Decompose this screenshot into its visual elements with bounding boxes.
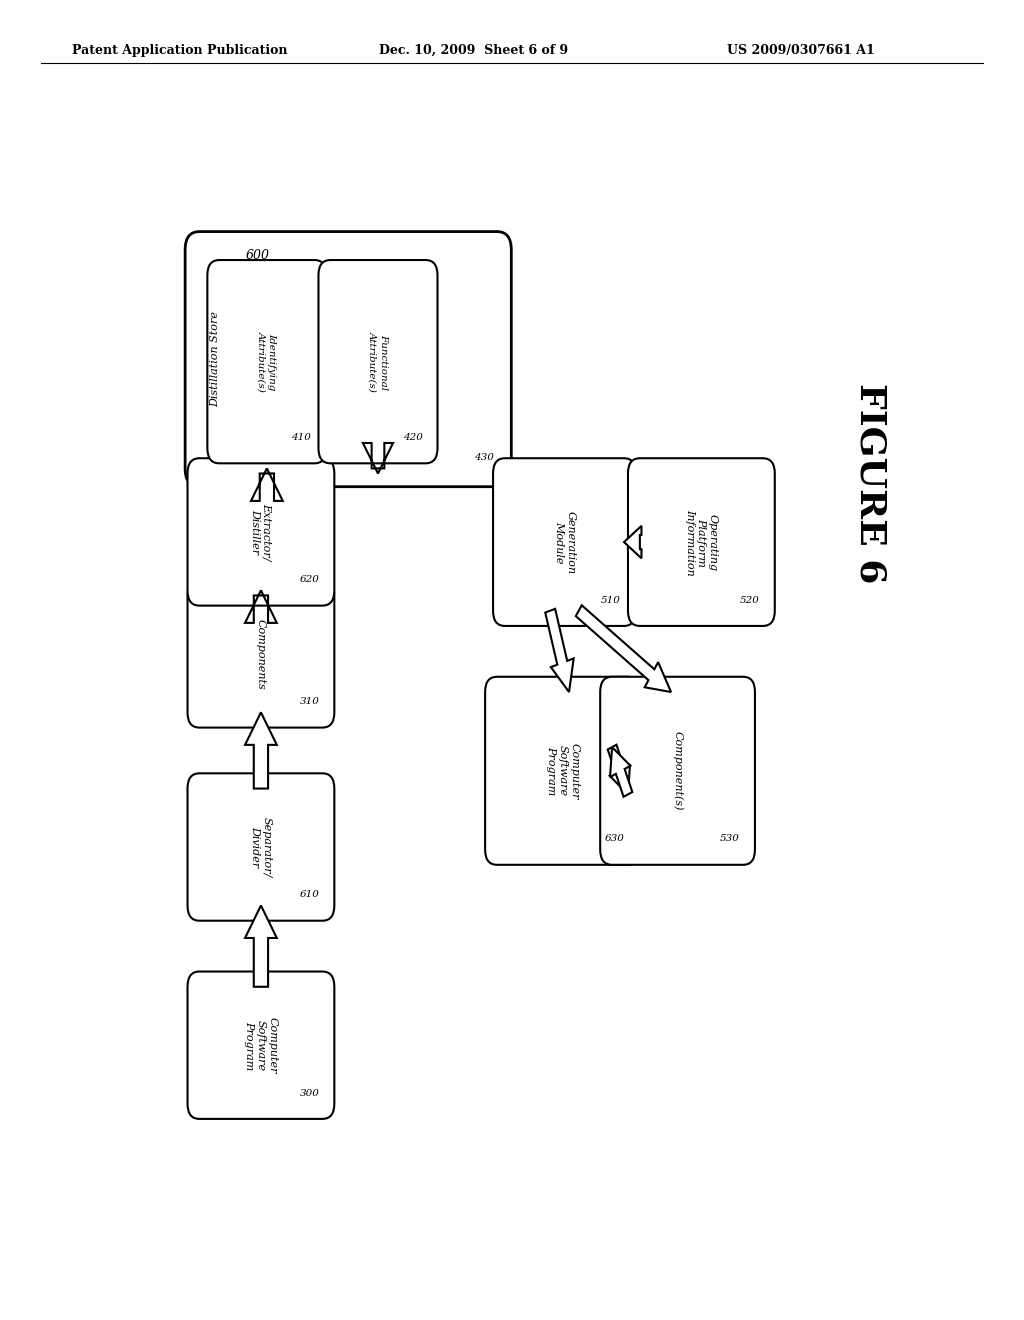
Text: 310: 310: [299, 697, 319, 706]
Text: 610: 610: [299, 891, 319, 899]
Text: Functional
Attribute(s): Functional Attribute(s): [369, 331, 388, 392]
Text: Separator/
Divider: Separator/ Divider: [250, 817, 271, 878]
Polygon shape: [545, 609, 573, 692]
FancyBboxPatch shape: [187, 972, 334, 1119]
Text: 520: 520: [739, 595, 760, 605]
FancyBboxPatch shape: [207, 260, 327, 463]
Text: Identifying
Attribute(s): Identifying Attribute(s): [257, 331, 276, 392]
Text: 300: 300: [299, 1089, 319, 1097]
Text: 630: 630: [605, 834, 625, 843]
FancyBboxPatch shape: [600, 677, 755, 865]
Polygon shape: [362, 444, 393, 474]
Polygon shape: [245, 713, 276, 788]
Polygon shape: [245, 590, 276, 623]
Polygon shape: [251, 469, 283, 500]
Text: Patent Application Publication: Patent Application Publication: [72, 44, 287, 57]
Text: Computer
Software
Program: Computer Software Program: [245, 1016, 278, 1073]
FancyBboxPatch shape: [187, 774, 334, 921]
Polygon shape: [607, 744, 630, 795]
Text: Generation
Module: Generation Module: [554, 511, 575, 574]
Text: 410: 410: [292, 433, 311, 442]
Text: 430: 430: [474, 453, 494, 462]
FancyBboxPatch shape: [318, 260, 437, 463]
Text: Extractor/
Distiller: Extractor/ Distiller: [250, 503, 271, 561]
FancyBboxPatch shape: [187, 581, 334, 727]
Text: 530: 530: [720, 834, 740, 843]
Polygon shape: [245, 906, 276, 987]
Text: Components: Components: [256, 619, 266, 689]
FancyBboxPatch shape: [185, 231, 511, 487]
Text: 600: 600: [246, 249, 269, 263]
Text: Distillation Store: Distillation Store: [210, 312, 220, 407]
Polygon shape: [575, 606, 671, 692]
Text: Computer
Software
Program: Computer Software Program: [546, 743, 580, 799]
Text: 510: 510: [601, 595, 621, 605]
Text: Component(s): Component(s): [673, 731, 683, 810]
Text: US 2009/0307661 A1: US 2009/0307661 A1: [727, 44, 874, 57]
FancyBboxPatch shape: [485, 677, 640, 865]
Text: Dec. 10, 2009  Sheet 6 of 9: Dec. 10, 2009 Sheet 6 of 9: [379, 44, 568, 57]
Text: Operating
Platform
Information: Operating Platform Information: [685, 508, 718, 576]
FancyBboxPatch shape: [494, 458, 636, 626]
Polygon shape: [624, 525, 641, 558]
FancyBboxPatch shape: [628, 458, 775, 626]
FancyBboxPatch shape: [187, 458, 334, 606]
Text: FIGURE 6: FIGURE 6: [853, 383, 887, 583]
Text: 420: 420: [402, 433, 423, 442]
Text: 620: 620: [299, 576, 319, 585]
Polygon shape: [610, 747, 633, 797]
